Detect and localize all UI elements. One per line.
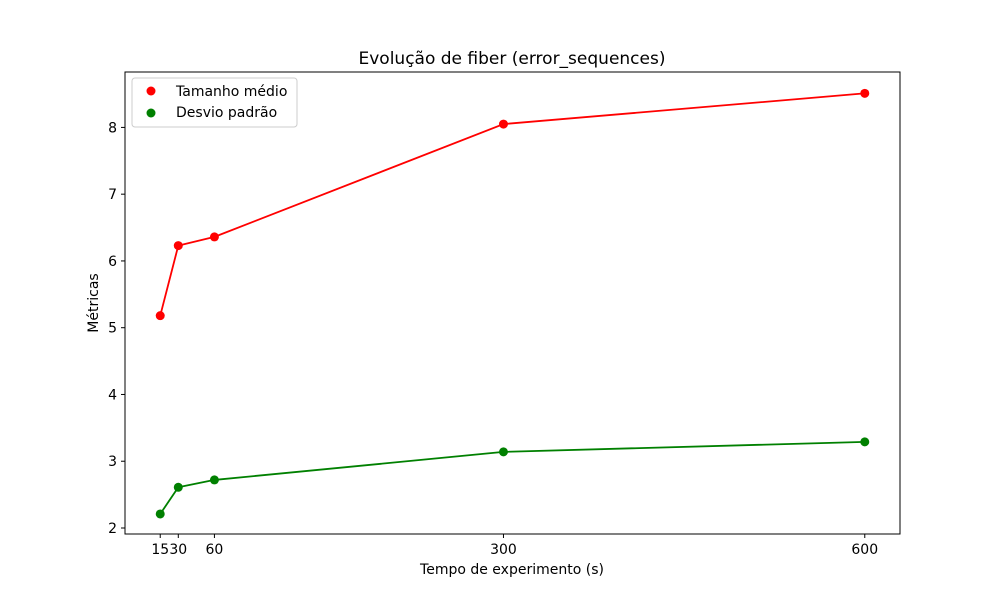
series-layer — [155, 88, 870, 519]
legend-box — [131, 77, 298, 128]
y-axis: 2 3 4 5 6 7 8 — [108, 120, 125, 537]
y-tick-label-4: 4 — [108, 387, 117, 403]
x-axis-label: Tempo de experimento (s) — [419, 562, 604, 578]
data-point-desvio-padrao-60 — [209, 475, 219, 485]
y-tick-label-5: 5 — [108, 321, 117, 337]
data-point-tamanho-medio-30 — [173, 241, 183, 251]
x-tick-label-60: 60 — [206, 542, 224, 558]
plot-frame — [124, 71, 901, 535]
legend-marker-desvio-padrao — [146, 108, 156, 118]
chart-title: Evolução de fiber (error_sequences) — [359, 49, 666, 69]
x-tick-label-300: 300 — [490, 542, 517, 558]
data-point-tamanho-medio-15 — [155, 311, 165, 321]
data-point-desvio-padrao-30 — [173, 482, 183, 492]
x-tick-label-30: 30 — [169, 542, 187, 558]
data-point-desvio-padrao-600 — [860, 437, 870, 447]
data-point-tamanho-medio-300 — [498, 119, 508, 129]
data-point-tamanho-medio-60 — [209, 232, 219, 242]
y-tick-label-7: 7 — [108, 187, 117, 203]
data-point-desvio-padrao-300 — [498, 447, 508, 457]
y-tick-label-2: 2 — [108, 521, 117, 537]
data-point-desvio-padrao-15 — [155, 509, 165, 519]
x-tick-label-600: 600 — [851, 542, 878, 558]
x-axis: 15 30 60 300 600 — [151, 534, 878, 558]
legend: Tamanho médio Desvio padrão — [131, 77, 298, 128]
y-tick-label-3: 3 — [108, 454, 117, 470]
legend-marker-tamanho-medio — [146, 86, 156, 96]
legend-label-desvio-padrao: Desvio padrão — [176, 105, 277, 121]
data-point-tamanho-medio-600 — [860, 88, 870, 98]
y-tick-label-8: 8 — [108, 120, 117, 136]
x-tick-label-15: 15 — [151, 542, 169, 558]
y-axis-label: Métricas — [86, 273, 102, 332]
y-tick-label-6: 6 — [108, 254, 117, 270]
legend-label-tamanho-medio: Tamanho médio — [175, 84, 287, 100]
